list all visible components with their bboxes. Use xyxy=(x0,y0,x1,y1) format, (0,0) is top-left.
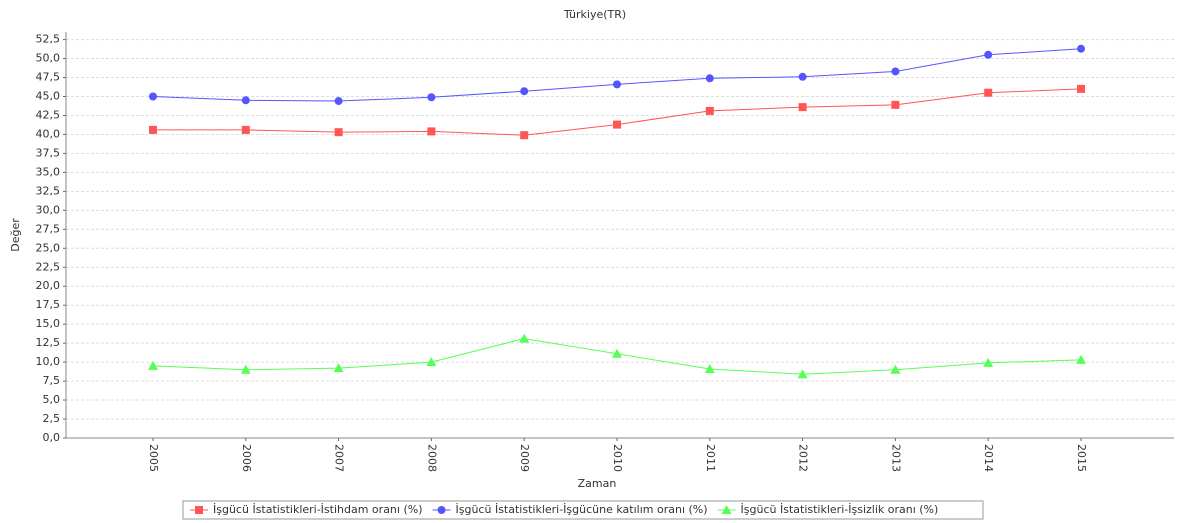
y-tick-label: 30,0 xyxy=(36,203,61,216)
x-tick-label: 2013 xyxy=(889,444,902,472)
legend-label: İşgücü İstatistikleri-İşgücüne katılım o… xyxy=(456,503,708,516)
y-tick-label: 37,5 xyxy=(36,146,61,159)
data-point xyxy=(983,357,994,367)
legend-label: İşgücü İstatistikleri-İşsizlik oranı (%) xyxy=(741,503,939,516)
data-point xyxy=(334,128,343,137)
data-point xyxy=(427,93,436,102)
legend-marker xyxy=(195,506,203,514)
series-line xyxy=(152,48,1082,102)
legend-box xyxy=(182,500,984,520)
legend-label: İşgücü İstatistikleri-İstihdam oranı (%) xyxy=(213,503,423,516)
y-tick-label: 50,0 xyxy=(36,52,61,65)
y-tick-label: 22,5 xyxy=(36,260,61,273)
data-point xyxy=(520,131,529,140)
y-tick-label: 42,5 xyxy=(36,108,61,121)
y-tick-label: 2,5 xyxy=(43,412,61,425)
data-point xyxy=(798,72,807,81)
data-point xyxy=(519,333,530,343)
y-tick-label: 7,5 xyxy=(43,374,61,387)
data-point xyxy=(798,103,807,112)
legend-marker xyxy=(721,505,732,514)
y-tick-label: 47,5 xyxy=(36,71,61,84)
data-point xyxy=(520,87,529,96)
y-tick-label: 52,5 xyxy=(36,33,61,46)
data-point xyxy=(241,125,250,134)
data-point xyxy=(705,106,714,115)
y-tick-label: 25,0 xyxy=(36,241,61,254)
data-point xyxy=(612,348,622,358)
data-point xyxy=(148,360,158,370)
chart-title: Türkiye(TR) xyxy=(563,8,626,21)
data-point xyxy=(613,80,621,89)
data-point xyxy=(1077,44,1085,53)
y-tick-label: 12,5 xyxy=(36,336,61,349)
legend-marker xyxy=(437,506,446,514)
y-tick-label: 45,0 xyxy=(36,90,61,103)
data-point xyxy=(890,364,901,374)
y-tick-label: 40,0 xyxy=(36,127,61,140)
data-point xyxy=(241,96,250,105)
y-tick-label: 0,0 xyxy=(43,431,61,444)
data-point xyxy=(704,363,715,373)
x-tick-label: 2007 xyxy=(333,444,346,472)
x-tick-label: 2006 xyxy=(240,444,253,472)
data-point xyxy=(333,363,344,373)
data-point xyxy=(984,50,993,59)
y-tick-label: 5,0 xyxy=(43,393,61,406)
x-tick-label: 2011 xyxy=(704,444,717,472)
data-point xyxy=(797,369,808,379)
data-point xyxy=(427,127,436,136)
data-point xyxy=(149,125,157,134)
data-point xyxy=(613,120,621,129)
data-point xyxy=(1076,354,1086,364)
x-tick-label: 2012 xyxy=(797,444,810,472)
y-tick-label: 15,0 xyxy=(36,317,61,330)
data-point xyxy=(891,100,900,109)
data-point xyxy=(426,357,437,367)
data-point xyxy=(984,88,993,97)
x-tick-label: 2015 xyxy=(1075,444,1088,472)
x-tick-label: 2005 xyxy=(147,444,160,472)
y-tick-label: 27,5 xyxy=(36,222,61,235)
y-tick-label: 17,5 xyxy=(36,298,61,311)
x-tick-label: 2008 xyxy=(425,444,438,472)
x-tick-label: 2010 xyxy=(611,444,624,472)
x-tick-label: 2009 xyxy=(518,444,531,472)
data-point xyxy=(705,74,714,83)
y-tick-label: 10,0 xyxy=(36,355,61,368)
y-axis-label: Değer xyxy=(9,218,22,252)
data-point xyxy=(240,364,251,374)
data-point xyxy=(149,92,157,101)
y-tick-label: 20,0 xyxy=(36,279,61,292)
y-tick-label: 32,5 xyxy=(36,184,61,197)
x-axis-label: Zaman xyxy=(578,477,617,490)
y-tick-label: 35,0 xyxy=(36,165,61,178)
data-point xyxy=(891,67,900,76)
data-point xyxy=(1077,84,1085,93)
x-tick-label: 2014 xyxy=(982,444,995,472)
data-point xyxy=(334,97,343,106)
